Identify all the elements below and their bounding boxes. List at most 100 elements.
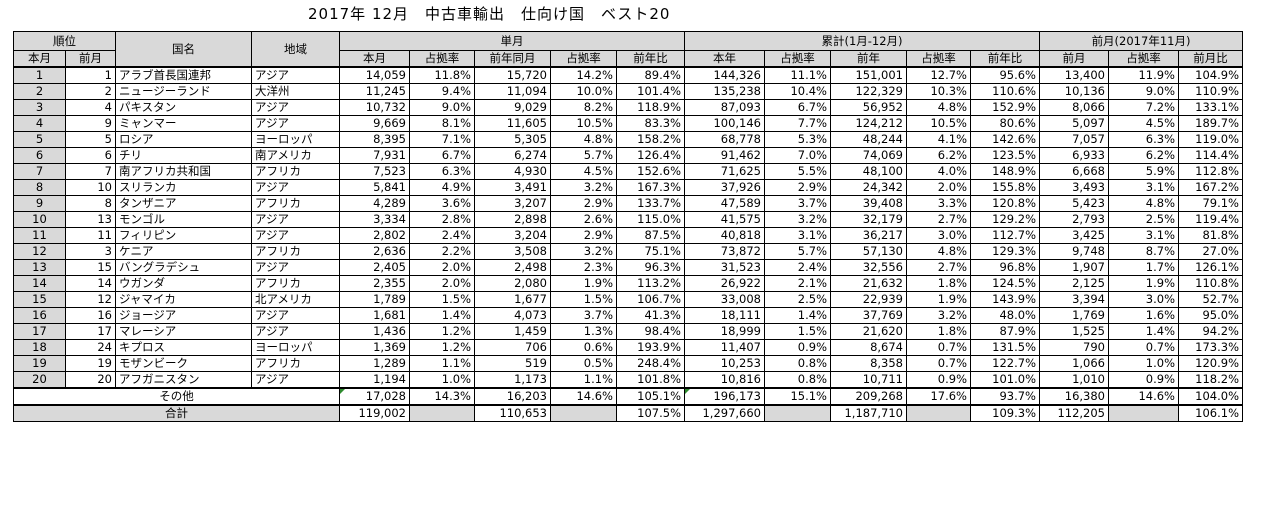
rank-cell: 11	[13, 227, 66, 244]
cum-prev-cell: 56,952	[830, 99, 907, 116]
monthly-share-header: 占拠率	[409, 50, 475, 68]
cum-share-cell: 5.3%	[764, 131, 831, 148]
country-cell: アラブ首長国連邦	[115, 66, 252, 84]
cum-prev-share-header: 占拠率	[906, 50, 971, 68]
others-pm-ratio-cell: 104.0%	[1178, 387, 1243, 406]
monthly-prev-share-cell: 8.2%	[550, 99, 617, 116]
country-header: 国名	[115, 31, 252, 68]
rank-cell: 15	[13, 291, 66, 308]
monthly-share-cell: 9.0%	[409, 99, 475, 116]
country-cell: ミャンマー	[115, 115, 252, 132]
rank-cell: 6	[13, 147, 66, 164]
cum-yoy-header: 前年比	[970, 50, 1040, 68]
cum-yoy-cell: 122.7%	[970, 355, 1040, 372]
monthly-share-cell: 6.3%	[409, 163, 475, 180]
monthly-cur-header: 本月	[339, 50, 410, 68]
cum-prev-cell: 122,329	[830, 83, 907, 100]
rank-cell: 7	[13, 163, 66, 180]
total-empty-cell	[409, 404, 475, 422]
pm-share-cell: 2.5%	[1108, 211, 1179, 228]
rank-cell: 8	[13, 179, 66, 196]
prev-rank-cell: 20	[65, 371, 116, 389]
monthly-prev-share-cell: 2.9%	[550, 227, 617, 244]
cum-prev-share-cell: 10.5%	[906, 115, 971, 132]
page-title: 2017年 12月 中古車輸出 仕向け国 ベスト20	[308, 5, 671, 23]
pm-ratio-cell: 133.1%	[1178, 99, 1243, 116]
cumulative-header: 累計(1月-12月)	[684, 31, 1040, 51]
monthly-prev-cell: 11,094	[474, 83, 551, 100]
monthly-share-cell: 2.0%	[409, 275, 475, 292]
prev-rank-cell: 13	[65, 211, 116, 228]
monthly-prev-cell: 11,605	[474, 115, 551, 132]
region-cell: アフリカ	[251, 195, 340, 212]
pm-ratio-cell: 95.0%	[1178, 307, 1243, 324]
monthly-share-cell: 2.8%	[409, 211, 475, 228]
monthly-cur-cell: 1,436	[339, 323, 410, 340]
region-cell: アジア	[251, 66, 340, 84]
pm-ratio-cell: 120.9%	[1178, 355, 1243, 372]
monthly-share-cell: 2.0%	[409, 259, 475, 276]
prev-rank-cell: 15	[65, 259, 116, 276]
monthly-cur-cell: 1,681	[339, 307, 410, 324]
monthly-yoy-cell: 41.3%	[616, 307, 685, 324]
pm-ratio-cell: 118.2%	[1178, 371, 1243, 389]
monthly-share-cell: 9.4%	[409, 83, 475, 100]
monthly-prev-share-cell: 0.6%	[550, 339, 617, 356]
monthly-prev-share-cell: 4.5%	[550, 163, 617, 180]
cum-share-cell: 1.4%	[764, 307, 831, 324]
cum-prev-cell: 8,674	[830, 339, 907, 356]
region-cell: アフリカ	[251, 243, 340, 260]
pm-ratio-cell: 110.8%	[1178, 275, 1243, 292]
monthly-cur-cell: 2,405	[339, 259, 410, 276]
monthly-yoy-cell: 193.9%	[616, 339, 685, 356]
table-row: 12 3 ケニア アフリカ 2,636 2.2% 3,508 3.2% 75.1% 73,872 5…	[13, 243, 1243, 260]
pm-share-cell: 8.7%	[1108, 243, 1179, 260]
total-pm-cell: 112,205	[1039, 404, 1109, 422]
total-c-prev-cell: 1,187,710	[830, 404, 907, 422]
monthly-prev-share-cell: 10.0%	[550, 83, 617, 100]
cum-cur-cell: 10,253	[684, 355, 765, 372]
cum-prev-cell: 24,342	[830, 179, 907, 196]
pm-ratio-cell: 119.4%	[1178, 211, 1243, 228]
pm-ratio-cell: 104.9%	[1178, 66, 1243, 84]
cum-prev-cell: 10,711	[830, 371, 907, 389]
country-cell: ケニア	[115, 243, 252, 260]
pm-cell: 1,525	[1039, 323, 1109, 340]
cum-share-cell: 0.9%	[764, 339, 831, 356]
monthly-yoy-cell: 98.4%	[616, 323, 685, 340]
cum-prev-share-cell: 10.3%	[906, 83, 971, 100]
country-cell: スリランカ	[115, 179, 252, 196]
cum-prev-share-cell: 12.7%	[906, 66, 971, 84]
monthly-cur-cell: 10,732	[339, 99, 410, 116]
others-c-yoy-cell: 93.7%	[970, 387, 1040, 406]
monthly-prev-cell: 1,677	[474, 291, 551, 308]
monthly-share-cell: 11.8%	[409, 66, 475, 84]
monthly-prev-cell: 3,207	[474, 195, 551, 212]
pm-share-cell: 1.4%	[1108, 323, 1179, 340]
prev-rank-cell: 24	[65, 339, 116, 356]
cum-prev-share-cell: 3.2%	[906, 307, 971, 324]
monthly-prev-cell: 706	[474, 339, 551, 356]
pm-cell: 2,125	[1039, 275, 1109, 292]
country-cell: モザンビーク	[115, 355, 252, 372]
cum-prev-share-cell: 2.7%	[906, 259, 971, 276]
monthly-prev-cell: 4,073	[474, 307, 551, 324]
cum-yoy-cell: 112.7%	[970, 227, 1040, 244]
rank-cell: 3	[13, 99, 66, 116]
cum-cur-cell: 37,926	[684, 179, 765, 196]
region-cell: アジア	[251, 323, 340, 340]
country-cell: マレーシア	[115, 323, 252, 340]
monthly-prev-header: 前年同月	[474, 50, 551, 68]
monthly-share-cell: 1.4%	[409, 307, 475, 324]
monthly-share-cell: 1.2%	[409, 323, 475, 340]
pm-cell: 6,668	[1039, 163, 1109, 180]
others-m-yoy-cell: 105.1%	[616, 387, 685, 406]
cum-prev-cell: 48,244	[830, 131, 907, 148]
pm-share-cell: 3.1%	[1108, 227, 1179, 244]
pm-share-header: 占拠率	[1108, 50, 1179, 68]
others-c-share-cell: 15.1%	[764, 387, 831, 406]
monthly-share-cell: 8.1%	[409, 115, 475, 132]
country-cell: ロシア	[115, 131, 252, 148]
cum-yoy-cell: 95.6%	[970, 66, 1040, 84]
rank-cell: 10	[13, 211, 66, 228]
